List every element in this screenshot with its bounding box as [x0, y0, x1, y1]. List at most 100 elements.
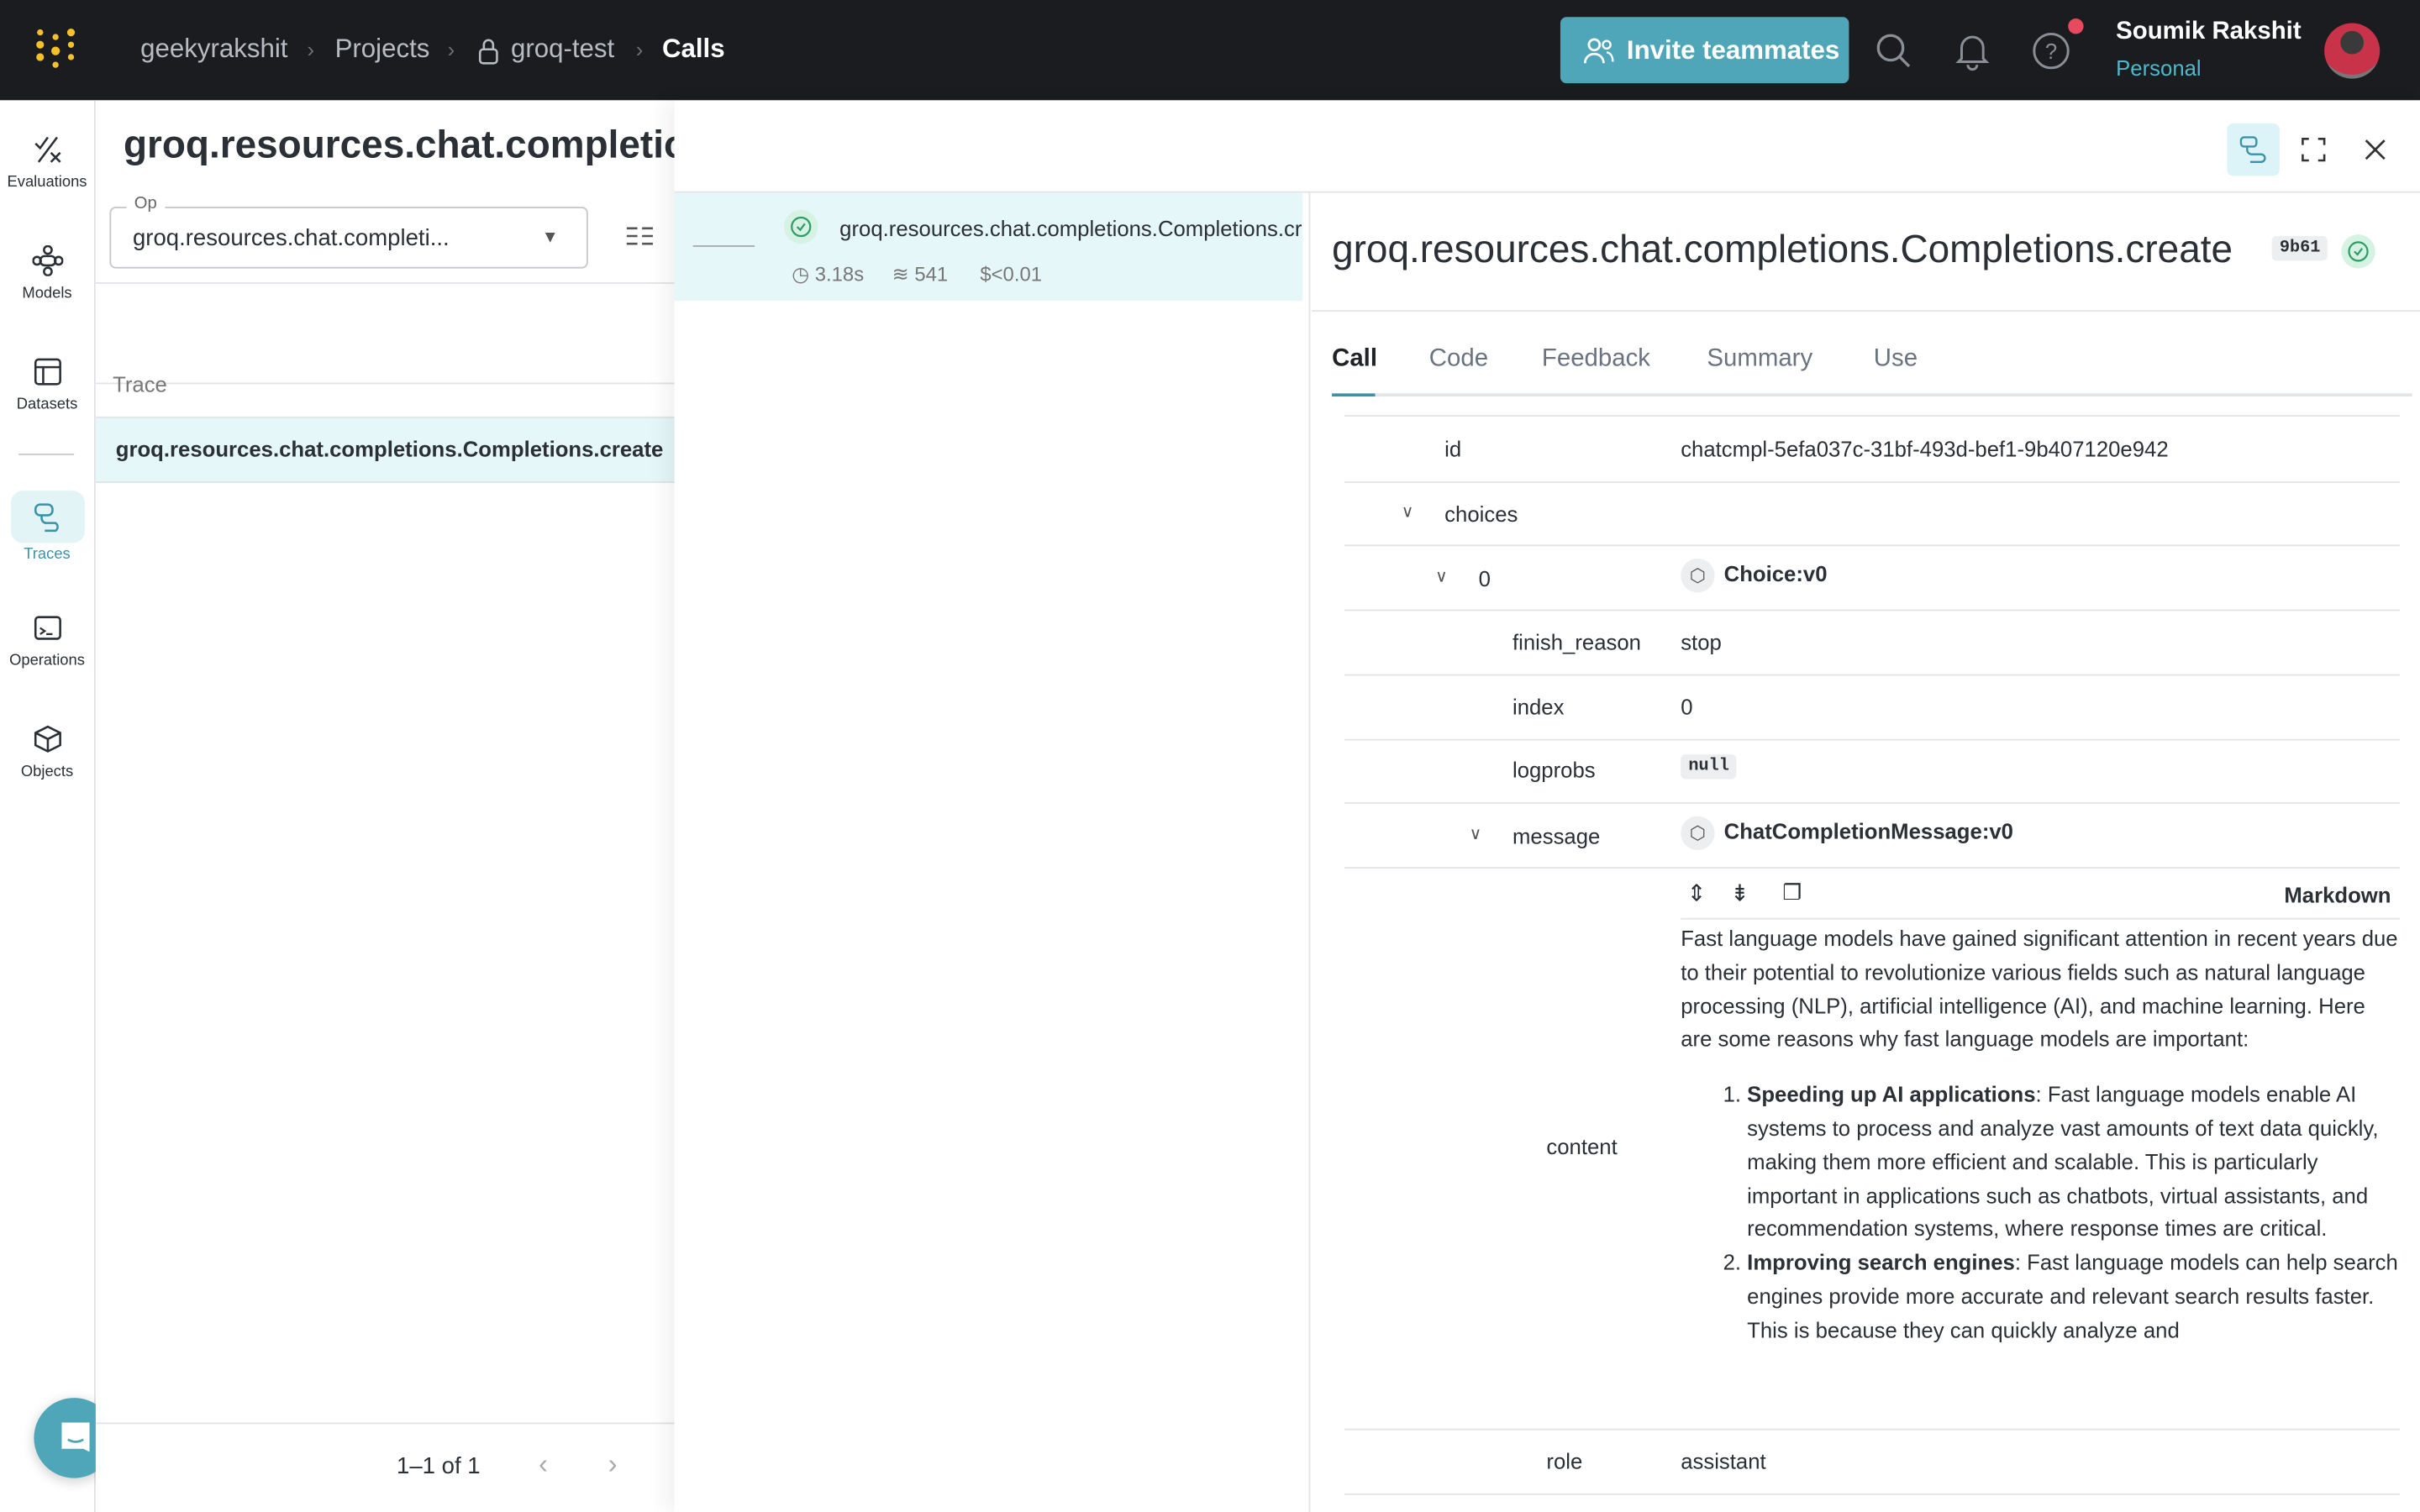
row-content: content ⇕ ⇟ ❐ Markdown Fast language mod… [1344, 867, 2401, 1431]
caret-down-icon: ▼ [541, 228, 559, 247]
row-index: index 0 [1344, 675, 2401, 741]
sidebar-item-operations[interactable]: Operations [0, 612, 94, 669]
key: content [1546, 1133, 1618, 1159]
markdown-toggle[interactable]: Markdown [2284, 882, 2391, 907]
clock-icon: ◷ [792, 262, 810, 286]
avatar[interactable] [2324, 23, 2381, 79]
evaluations-icon [34, 136, 60, 163]
trace-tree-node[interactable]: groq.resources.chat.completions.Completi… [674, 192, 1303, 302]
operations-icon [34, 616, 60, 640]
sidebar-item-objects[interactable]: Objects [0, 723, 94, 780]
users-icon [1583, 38, 1614, 64]
pagination-count: 1–1 of 1 [397, 1453, 481, 1480]
value: 0 [1681, 694, 1693, 719]
row-finish-reason: finish_reason stop [1344, 610, 2401, 676]
call-title: groq.resources.chat.completions.Completi… [1332, 228, 2233, 272]
content-intro: Fast language models have gained signifi… [1681, 926, 2398, 1052]
row-logprobs: logprobs null [1344, 739, 2401, 804]
tab-summary[interactable]: Summary [1707, 345, 1813, 372]
tab-feedback[interactable]: Feedback [1541, 345, 1650, 372]
svg-text:?: ? [2045, 40, 2057, 64]
chevron-right-icon: › [635, 37, 644, 62]
row-id: id chatcmpl-5efa037c-31bf-493d-bef1-9b407… [1344, 417, 2401, 483]
sidebar-item-datasets[interactable]: Datasets [0, 356, 94, 413]
invite-label: Invite teammates [1626, 35, 1840, 66]
breadcrumb-calls: Calls [661, 34, 725, 64]
column-header-trace[interactable]: Trace [113, 371, 167, 397]
chat-icon [61, 1422, 90, 1452]
row-role: role assistant [1344, 1429, 2401, 1495]
op-filter-select[interactable]: Op groq.resources.chat.completi... ▼ [109, 194, 588, 269]
models-icon [31, 245, 63, 276]
sidebar-item-label: Traces [24, 546, 71, 564]
key: 0 [1478, 566, 1491, 591]
chevron-down-icon[interactable]: ∨ [1469, 825, 1482, 844]
chevron-down-icon[interactable]: ∨ [1435, 567, 1448, 586]
calls-list-panel: groq.resources.chat.completions.Completi… [95, 100, 675, 1512]
sidebar-item-label: Models [22, 285, 72, 302]
breadcrumb-entity[interactable]: geekyrakshit [140, 34, 288, 64]
invite-teammates-button[interactable]: Invite teammates [1560, 17, 1849, 84]
breadcrumb-projects[interactable]: Projects [334, 34, 430, 64]
op-filter-value: groq.resources.chat.completi... [132, 225, 450, 252]
value[interactable]: ⬡ ChatCompletionMessage:v0 [1681, 816, 2013, 851]
tab-use[interactable]: Use [1873, 345, 1918, 372]
row-choice-0[interactable]: ∨ 0 ⬡ Choice:v0 [1344, 544, 2401, 612]
value: stop [1681, 629, 1722, 654]
user-org[interactable]: Personal [2116, 55, 2202, 81]
value: assistant [1681, 1448, 1766, 1474]
table-row[interactable]: groq.resources.chat.completions.Completi… [95, 416, 675, 483]
key: message [1512, 823, 1601, 849]
success-icon [2341, 234, 2375, 269]
list-item: Improving search engines: Fast language … [1747, 1247, 2398, 1347]
search-icon[interactable] [1876, 33, 1912, 70]
latency: ◷ 3.18s [792, 262, 864, 286]
page-title: groq.resources.chat.completions.Completi… [123, 123, 675, 167]
latency-value: 3.18s [814, 262, 865, 286]
divider [18, 453, 75, 455]
sidebar-item-label: Datasets [16, 396, 78, 414]
fullscreen-icon[interactable] [2302, 137, 2326, 162]
sidebar-item-evaluations[interactable]: Evaluations [0, 134, 94, 192]
wandb-logo-icon[interactable] [34, 26, 80, 72]
bell-icon[interactable] [1955, 31, 1990, 71]
column-layout-icon[interactable] [626, 225, 655, 247]
key: choices [1444, 501, 1518, 527]
sidebar-item-models[interactable]: Models [0, 245, 94, 302]
top-bar: geekyrakshit › Projects › groq-test › Ca… [0, 0, 2420, 101]
active-tab-indicator [1332, 393, 1376, 397]
breadcrumb-project[interactable]: groq-test [510, 34, 615, 64]
sidebar-item-label: Evaluations [7, 174, 87, 192]
list-item: Speeding up AI applications: Fast langua… [1747, 1079, 2398, 1247]
trace-view-toggle-button[interactable] [2227, 123, 2280, 176]
markdown-content: Fast language models have gained signifi… [1681, 922, 2398, 1347]
success-icon [784, 209, 818, 244]
value[interactable]: ⬡ Choice:v0 [1681, 558, 1828, 593]
object-icon: ⬡ [1681, 816, 1715, 851]
lock-icon [478, 39, 498, 65]
sidebar-nav: Evaluations Models Datasets Traces Opera… [0, 100, 114, 1512]
datasets-icon [34, 358, 60, 386]
value: chatcmpl-5efa037c-31bf-493d-bef1-9b40712… [1681, 436, 2169, 462]
row-choices[interactable]: ∨ choices [1344, 481, 2401, 547]
help-icon[interactable]: ? [2031, 31, 2071, 71]
close-icon[interactable] [2365, 139, 2386, 160]
key: role [1546, 1448, 1583, 1474]
tokens-value: 541 [914, 262, 949, 286]
next-page-button[interactable]: › [608, 1448, 618, 1480]
row-message[interactable]: ∨ message ⬡ ChatCompletionMessage:v0 [1344, 802, 2401, 869]
copy-icon[interactable]: ❐ [1782, 879, 1802, 905]
tab-call[interactable]: Call [1332, 345, 1377, 372]
sidebar-item-label: Operations [9, 652, 85, 670]
tab-code[interactable]: Code [1428, 345, 1489, 372]
key: index [1512, 694, 1565, 719]
tokens: ≋ 541 [892, 262, 949, 286]
null-badge: null [1681, 754, 1738, 780]
collapse-icon[interactable]: ⇟ [1729, 880, 1750, 907]
sidebar-item-traces[interactable]: Traces [0, 491, 94, 563]
expand-icon[interactable]: ⇕ [1686, 880, 1707, 907]
prev-page-button[interactable]: ‹ [539, 1448, 549, 1480]
user-name: Soumik Rakshit [2116, 18, 2302, 45]
chevron-right-icon: › [447, 37, 455, 62]
chevron-down-icon[interactable]: ∨ [1401, 502, 1414, 522]
